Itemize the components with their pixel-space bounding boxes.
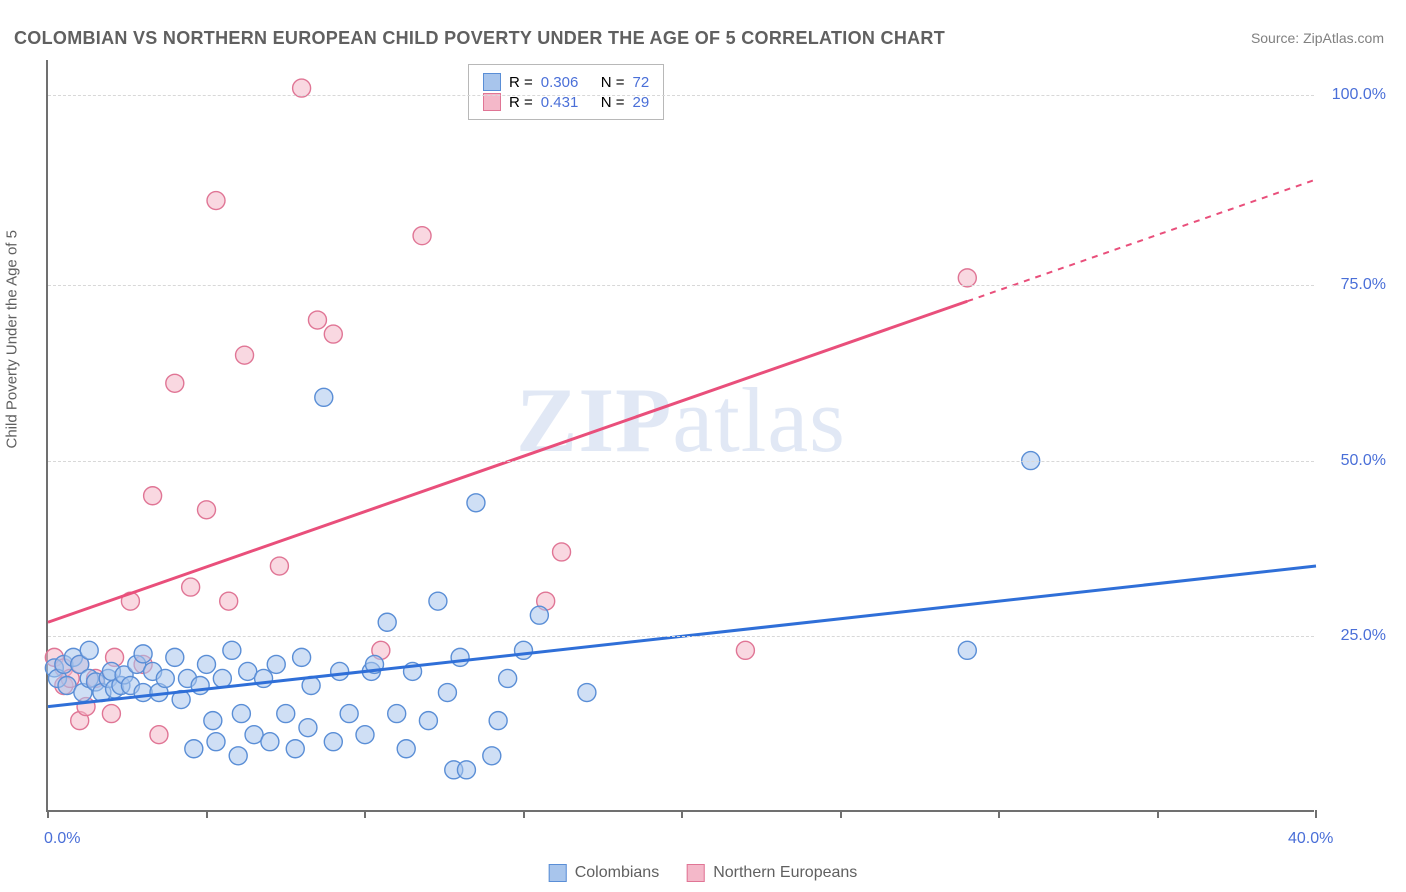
source-label: Source: ZipAtlas.com: [1251, 30, 1384, 46]
gridline: [48, 636, 1314, 637]
x-tick: [206, 810, 208, 818]
trend-line: [48, 301, 967, 622]
data-point: [578, 684, 596, 702]
data-point: [261, 733, 279, 751]
data-point: [356, 726, 374, 744]
data-point: [144, 487, 162, 505]
data-point: [182, 578, 200, 596]
data-point: [958, 641, 976, 659]
x-tick: [840, 810, 842, 818]
data-point: [198, 655, 216, 673]
data-point: [270, 557, 288, 575]
data-point: [156, 669, 174, 687]
x-tick: [998, 810, 1000, 818]
data-point: [515, 641, 533, 659]
r-value-colombians: 0.306: [541, 74, 593, 91]
data-point: [236, 346, 254, 364]
y-tick-label: 25.0%: [1341, 627, 1386, 645]
data-point: [286, 740, 304, 758]
data-point: [207, 192, 225, 210]
legend-series: Colombians Northern Europeans: [549, 864, 858, 882]
gridline: [48, 285, 1314, 286]
data-point: [553, 543, 571, 561]
data-point: [530, 606, 548, 624]
r-label: R =: [509, 74, 533, 91]
data-point: [413, 227, 431, 245]
y-tick-label: 100.0%: [1332, 86, 1386, 104]
data-point: [134, 645, 152, 663]
data-point: [429, 592, 447, 610]
plot-area: ZIPatlas R = 0.306 N = 72 R = 0.431 N = …: [46, 60, 1314, 812]
x-tick: [47, 810, 49, 818]
legend-item-ne: Northern Europeans: [687, 864, 857, 882]
chart-title: COLOMBIAN VS NORTHERN EUROPEAN CHILD POV…: [14, 28, 945, 49]
data-point: [483, 747, 501, 765]
x-tick: [523, 810, 525, 818]
data-point: [451, 648, 469, 666]
swatch-colombians: [549, 864, 567, 882]
x-tick: [1315, 810, 1317, 818]
data-point: [499, 669, 517, 687]
data-point: [315, 388, 333, 406]
scatter-svg: [48, 60, 1314, 810]
data-point: [102, 705, 120, 723]
x-tick-label: 0.0%: [44, 830, 80, 848]
legend-item-colombians: Colombians: [549, 864, 659, 882]
data-point: [489, 712, 507, 730]
x-tick: [1157, 810, 1159, 818]
data-point: [340, 705, 358, 723]
x-tick: [681, 810, 683, 818]
data-point: [207, 733, 225, 751]
swatch-ne: [687, 864, 705, 882]
data-point: [220, 592, 238, 610]
data-point: [299, 719, 317, 737]
data-point: [213, 669, 231, 687]
trend-line-dashed: [967, 179, 1316, 301]
data-point: [736, 641, 754, 659]
data-point: [419, 712, 437, 730]
data-point: [308, 311, 326, 329]
data-point: [198, 501, 216, 519]
x-tick-label: 40.0%: [1288, 830, 1333, 848]
data-point: [232, 705, 250, 723]
data-point: [223, 641, 241, 659]
gridline: [48, 461, 1314, 462]
y-axis-label: Child Poverty Under the Age of 5: [4, 230, 21, 448]
data-point: [267, 655, 285, 673]
data-point: [229, 747, 247, 765]
data-point: [185, 740, 203, 758]
n-value-colombians: 72: [633, 74, 650, 91]
data-point: [277, 705, 295, 723]
gridline: [48, 95, 1314, 96]
data-point: [324, 325, 342, 343]
data-point: [150, 726, 168, 744]
n-label: N =: [601, 74, 625, 91]
data-point: [293, 648, 311, 666]
data-point: [388, 705, 406, 723]
data-point: [457, 761, 475, 779]
y-tick-label: 75.0%: [1341, 276, 1386, 294]
data-point: [166, 374, 184, 392]
data-point: [166, 648, 184, 666]
legend-label-ne: Northern Europeans: [713, 864, 857, 882]
data-point: [324, 733, 342, 751]
data-point: [204, 712, 222, 730]
legend-label-colombians: Colombians: [575, 864, 659, 882]
x-tick: [364, 810, 366, 818]
data-point: [378, 613, 396, 631]
legend-row-colombians: R = 0.306 N = 72: [483, 73, 649, 91]
y-tick-label: 50.0%: [1341, 452, 1386, 470]
data-point: [397, 740, 415, 758]
swatch-colombians: [483, 73, 501, 91]
legend-correlation: R = 0.306 N = 72 R = 0.431 N = 29: [468, 64, 664, 120]
data-point: [467, 494, 485, 512]
data-point: [438, 684, 456, 702]
data-point: [80, 641, 98, 659]
data-point: [331, 662, 349, 680]
